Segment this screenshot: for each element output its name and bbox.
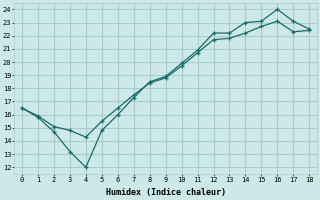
X-axis label: Humidex (Indice chaleur): Humidex (Indice chaleur): [106, 188, 226, 197]
